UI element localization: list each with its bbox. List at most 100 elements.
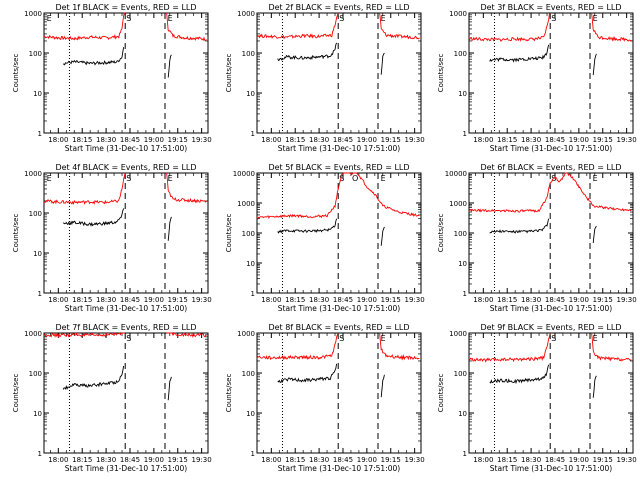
chart-title: Det 1f BLACK = Events, RED = LLD <box>55 3 196 12</box>
chart-title: Det 8f BLACK = Events, RED = LLD <box>268 323 409 332</box>
marker-label: E <box>593 174 598 183</box>
x-axis-label: Start Time (31-Dec-10 17:51:00) <box>490 144 612 153</box>
y-axis-label: Counts/sec <box>225 54 233 93</box>
x-tick-label: 18:30 <box>521 136 541 144</box>
marker-label: E <box>168 14 173 23</box>
x-tick-label: 18:30 <box>521 296 541 304</box>
x-axis-label: Start Time (31-Dec-10 17:51:00) <box>490 464 612 473</box>
marker-label: S <box>339 174 344 183</box>
x-tick-label: 19:30 <box>405 456 425 464</box>
x-tick-label: 18:45 <box>333 136 353 144</box>
x-tick-label: 18:30 <box>309 296 329 304</box>
x-tick-label: 19:30 <box>405 136 425 144</box>
x-tick-label: 18:15 <box>72 456 92 464</box>
series-line <box>62 365 125 391</box>
chart-panel-8: Det 8f BLACK = Events, RED = LLD 1 10 100 10… <box>225 323 425 473</box>
x-tick-label: 18:45 <box>120 136 140 144</box>
series-line <box>256 12 339 40</box>
y-tick-label: 10 <box>246 260 255 268</box>
y-tick-label: 1000 <box>24 330 42 338</box>
plot-frame <box>256 12 422 134</box>
plot-frame <box>43 12 209 134</box>
series-line <box>489 364 550 385</box>
series-line <box>166 332 207 339</box>
series-line <box>62 47 125 66</box>
x-tick-label: 18:45 <box>545 136 565 144</box>
y-tick-label: 1 <box>38 290 42 298</box>
x-tick-label: 19:00 <box>569 136 589 144</box>
x-axis-label: Start Time (31-Dec-10 17:51:00) <box>278 304 400 313</box>
marker-label: S <box>551 334 556 343</box>
y-tick-label: 1000 <box>449 200 467 208</box>
x-tick-label: 18:45 <box>120 296 140 304</box>
chart-panel-6: Det 6f BLACK = Events, RED = LLD 1 10 100 10… <box>437 163 637 313</box>
series-line <box>468 332 551 363</box>
x-tick-label: 18:15 <box>72 296 92 304</box>
x-tick-label: 18:45 <box>333 456 353 464</box>
y-axis-label: Counts/sec <box>225 214 233 253</box>
series-line <box>167 216 172 241</box>
series-line <box>277 363 338 384</box>
x-tick-label: 18:30 <box>96 456 116 464</box>
marker-label: S <box>339 334 344 343</box>
x-tick-label: 19:15 <box>593 136 613 144</box>
y-tick-label: 10 <box>458 90 467 98</box>
chart-panel-3: Det 3f BLACK = Events, RED = LLD 1 10 100 10… <box>437 3 637 153</box>
x-tick-label: 18:00 <box>48 456 68 464</box>
marker-label: S <box>126 174 131 183</box>
x-tick-label: 19:15 <box>593 456 613 464</box>
chart-panel-7: Det 7f BLACK = Events, RED = LLD 1 10 100 10… <box>12 323 212 473</box>
x-tick-label: 18:00 <box>48 296 68 304</box>
y-tick-label: 100 <box>454 230 467 238</box>
y-tick-label: 10 <box>246 90 255 98</box>
x-tick-label: 19:00 <box>357 136 377 144</box>
y-tick-label: 100 <box>242 230 255 238</box>
x-tick-label: 18:30 <box>96 296 116 304</box>
x-tick-label: 19:30 <box>192 456 212 464</box>
x-tick-label: 19:30 <box>617 136 637 144</box>
y-axis-label: Counts/sec <box>12 214 20 253</box>
x-tick-label: 18:15 <box>497 136 517 144</box>
x-tick-label: 19:15 <box>593 296 613 304</box>
marker-label: E <box>168 174 173 183</box>
series-line <box>380 374 385 398</box>
y-tick-label: 100 <box>242 50 255 58</box>
y-tick-label: 100 <box>242 370 255 378</box>
x-axis-label: Start Time (31-Dec-10 17:51:00) <box>65 464 187 473</box>
x-tick-label: 19:30 <box>405 296 425 304</box>
x-tick-label: 18:00 <box>473 136 493 144</box>
marker-label: E <box>381 174 386 183</box>
x-tick-label: 18:00 <box>261 456 281 464</box>
y-tick-label: 1000 <box>24 170 42 178</box>
x-tick-label: 18:30 <box>309 136 329 144</box>
series-line <box>166 172 207 204</box>
x-axis-label: Start Time (31-Dec-10 17:51:00) <box>278 464 400 473</box>
x-tick-label: 18:00 <box>473 296 493 304</box>
series-line <box>379 332 420 361</box>
marker-label: E <box>381 334 386 343</box>
x-tick-label: 19:15 <box>381 456 401 464</box>
y-tick-label: 100 <box>29 50 42 58</box>
chart-title: Det 5f BLACK = Events, RED = LLD <box>268 163 409 172</box>
y-tick-label: 10 <box>458 260 467 268</box>
y-tick-label: 1000 <box>24 10 42 18</box>
x-tick-label: 19:00 <box>357 296 377 304</box>
y-tick-label: 10000 <box>445 170 467 178</box>
y-tick-label: 100 <box>29 210 42 218</box>
x-tick-label: 19:00 <box>144 296 164 304</box>
series-line <box>43 332 126 338</box>
series-line <box>489 44 550 63</box>
chart-panel-5: Det 5f BLACK = Events, RED = LLD 1 10 100 10… <box>225 163 425 313</box>
series-line <box>277 42 338 62</box>
x-tick-label: 18:45 <box>120 456 140 464</box>
x-tick-label: 18:00 <box>261 296 281 304</box>
chart-title: Det 4f BLACK = Events, RED = LLD <box>55 163 196 172</box>
x-tick-label: 18:30 <box>96 136 116 144</box>
y-tick-label: 1 <box>251 450 255 458</box>
x-axis-label: Start Time (31-Dec-10 17:51:00) <box>65 144 187 153</box>
y-axis-label: Counts/sec <box>437 54 445 93</box>
marker-label: S <box>339 14 344 23</box>
plot-frame <box>43 332 209 454</box>
x-tick-label: 19:00 <box>357 456 377 464</box>
series-line <box>591 12 632 42</box>
